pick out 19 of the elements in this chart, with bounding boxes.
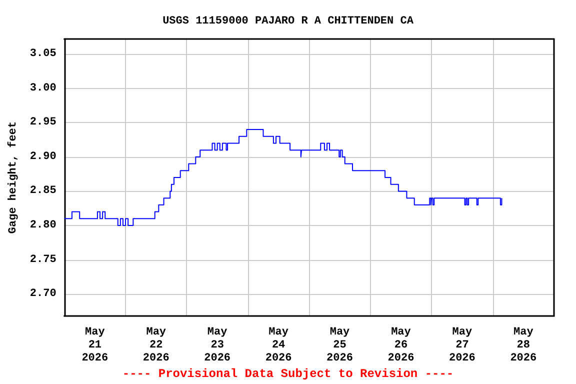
x-tick-label: May 25 2026 xyxy=(326,326,353,364)
y-tick-label: 3.05 xyxy=(30,48,57,60)
y-tick-label: 2.90 xyxy=(30,150,56,163)
chart-title: USGS 11159000 PAJARO R A CHITTENDEN CA xyxy=(162,16,414,28)
y-tick-label: 3.00 xyxy=(30,82,56,94)
y-tick-label: 2.80 xyxy=(30,219,56,232)
y-tick-label: 2.85 xyxy=(30,185,57,198)
y-tick-label: 2.70 xyxy=(30,288,56,300)
x-tick-label: May 26 2026 xyxy=(388,326,414,364)
x-tick-label: May 24 2026 xyxy=(265,326,292,364)
text: ---- Provisional Data Subject to Revision ---- xyxy=(122,367,454,381)
x-tick-label: May 21 2026 xyxy=(82,326,108,364)
x-tick-label: May 28 2026 xyxy=(510,326,537,364)
y-tick-label: 2.75 xyxy=(30,254,57,266)
x-tick-label: May 27 2026 xyxy=(448,326,476,364)
x-tick-label: May 23 2026 xyxy=(204,326,231,364)
y-tick-label: 2.95 xyxy=(30,116,57,129)
x-tick-label: May 22 2026 xyxy=(142,326,170,364)
y-axis-title: Gage height, feet xyxy=(6,121,20,234)
